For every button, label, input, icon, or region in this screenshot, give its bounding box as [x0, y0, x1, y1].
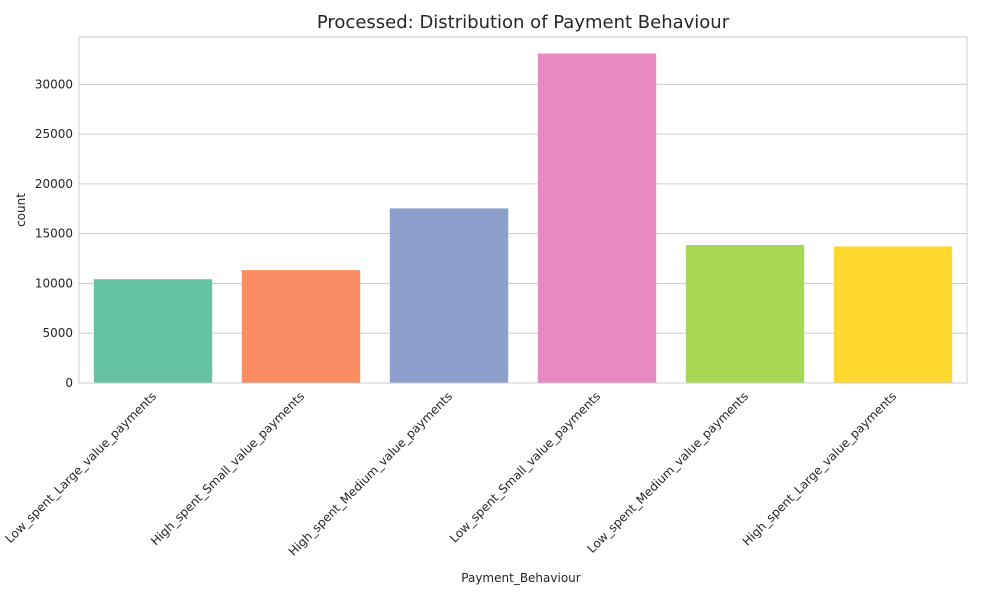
bar-low-spent-large-value-payments	[93, 279, 213, 383]
y-tick-label: 15000	[35, 227, 73, 241]
y-tick-label: 5000	[42, 326, 73, 340]
y-tick-label: 20000	[35, 177, 73, 191]
bar-low-spent-medium-value-payments	[685, 245, 805, 383]
x-axis-label: Payment_Behaviour	[461, 571, 580, 585]
y-axis-label: count	[14, 193, 28, 227]
x-tick-label: Low_spent_Medium_value_payments	[584, 389, 751, 556]
bar-high-spent-small-value-payments	[241, 270, 361, 383]
y-tick-label: 10000	[35, 276, 73, 290]
bar-high-spent-large-value-payments	[833, 246, 953, 383]
bar-high-spent-medium-value-payments	[389, 208, 509, 383]
chart-title: Processed: Distribution of Payment Behav…	[317, 12, 730, 33]
x-tick-label: High_spent_Large_value_payments	[740, 389, 899, 548]
y-tick-label: 0	[65, 376, 73, 390]
x-tick-label: High_spent_Small_value_payments	[148, 389, 307, 548]
y-tick-label: 25000	[35, 127, 73, 141]
x-tick-labels: Low_spent_Large_value_paymentsHigh_spent…	[3, 389, 900, 558]
x-tick-label: Low_spent_Small_value_payments	[447, 389, 603, 545]
bar-low-spent-small-value-payments	[537, 53, 657, 384]
y-tick-label: 30000	[35, 77, 73, 91]
x-tick-label: High_spent_Medium_value_payments	[286, 389, 455, 558]
plot-frame	[78, 36, 968, 384]
bars	[93, 53, 953, 384]
y-tick-labels: 0 5000 10000 15000 20000 25000 30000	[35, 77, 73, 390]
plot-background	[79, 37, 967, 383]
x-tick-label: Low_spent_Large_value_payments	[3, 389, 160, 546]
